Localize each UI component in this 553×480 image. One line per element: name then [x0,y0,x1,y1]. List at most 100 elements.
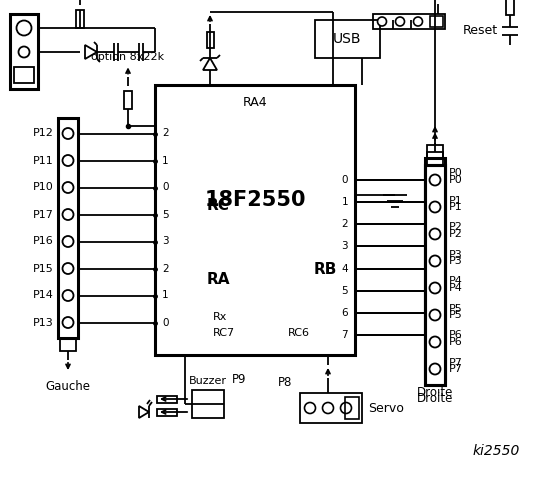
Bar [425,165,445,384]
Text: P7: P7 [449,358,463,368]
Text: Droite: Droite [417,393,453,406]
Text: 6: 6 [341,308,348,318]
Text: P5: P5 [449,303,463,313]
Text: 3: 3 [162,237,169,247]
Circle shape [430,276,441,287]
Bar [14,67,34,83]
Text: 1: 1 [162,156,169,166]
Circle shape [430,202,441,213]
Text: Rx: Rx [213,312,227,322]
Circle shape [430,175,441,185]
Circle shape [62,128,74,139]
Text: P7: P7 [449,364,463,374]
Bar [10,14,38,89]
Circle shape [62,155,74,166]
Bar [425,165,445,384]
Bar [315,20,380,58]
Text: ki2550: ki2550 [473,444,520,458]
Text: 1: 1 [341,197,348,207]
Bar [58,118,78,338]
Text: P0: P0 [449,168,463,179]
Text: RC6: RC6 [288,328,310,338]
Text: P9: P9 [232,373,247,386]
Circle shape [430,336,441,348]
Text: 4: 4 [341,264,348,274]
Circle shape [430,363,441,374]
Circle shape [62,263,74,274]
Bar [157,396,177,403]
Text: 0: 0 [162,317,169,327]
Text: P2: P2 [449,223,463,232]
Circle shape [62,209,74,220]
Text: option 8x22k: option 8x22k [91,52,165,62]
Circle shape [322,403,333,413]
Text: RA: RA [207,273,231,288]
Text: Reset: Reset [463,24,498,37]
Bar [427,152,443,165]
Text: P8: P8 [278,376,292,389]
Text: P6: P6 [449,337,463,347]
Bar [157,408,177,416]
Circle shape [430,195,441,206]
Bar [300,393,362,423]
Text: P3: P3 [449,250,463,260]
Text: P1: P1 [449,202,463,212]
Text: P12: P12 [33,129,54,139]
Bar [373,14,445,29]
Circle shape [341,403,352,413]
Text: RB: RB [314,263,337,277]
Text: P0: P0 [449,175,463,185]
Circle shape [430,330,441,341]
Text: P6: P6 [449,331,463,340]
Bar [124,91,132,108]
Text: 7: 7 [341,330,348,340]
Text: P4: P4 [449,276,463,287]
Bar [345,397,359,419]
Circle shape [414,17,422,26]
Text: P14: P14 [33,290,54,300]
Text: P1: P1 [449,195,463,205]
Text: 1: 1 [162,290,169,300]
Text: 2: 2 [341,219,348,229]
Text: 0: 0 [342,175,348,185]
Circle shape [430,303,441,314]
Text: 5: 5 [341,286,348,296]
Text: P3: P3 [449,256,463,266]
Bar [60,338,76,351]
Text: P5: P5 [449,310,463,320]
Circle shape [62,290,74,301]
Circle shape [430,222,441,233]
Circle shape [17,21,32,36]
Text: Buzzer: Buzzer [189,376,227,386]
Circle shape [430,357,441,368]
Circle shape [305,403,316,413]
Text: RC: RC [207,197,230,213]
Circle shape [430,249,441,260]
Circle shape [430,168,441,179]
Circle shape [430,283,441,293]
Text: Gauche: Gauche [45,380,91,393]
Circle shape [62,317,74,328]
Text: P11: P11 [33,156,54,166]
Text: P2: P2 [449,229,463,239]
Text: 2: 2 [162,129,169,139]
Circle shape [395,17,404,26]
Text: P4: P4 [449,283,463,293]
Circle shape [18,47,29,58]
Text: P15: P15 [33,264,54,274]
Text: RC7: RC7 [213,328,235,338]
Text: P10: P10 [33,182,54,192]
Bar [76,10,84,28]
Circle shape [430,228,441,240]
Bar [427,145,443,158]
Circle shape [378,17,387,26]
Text: Droite: Droite [417,386,453,399]
Text: 3: 3 [341,241,348,252]
Text: P16: P16 [33,237,54,247]
Bar [506,0,514,15]
Text: 2: 2 [162,264,169,274]
Text: 18F2550: 18F2550 [204,190,306,210]
Text: P17: P17 [33,209,54,219]
Text: 5: 5 [162,209,169,219]
Bar [430,16,443,27]
